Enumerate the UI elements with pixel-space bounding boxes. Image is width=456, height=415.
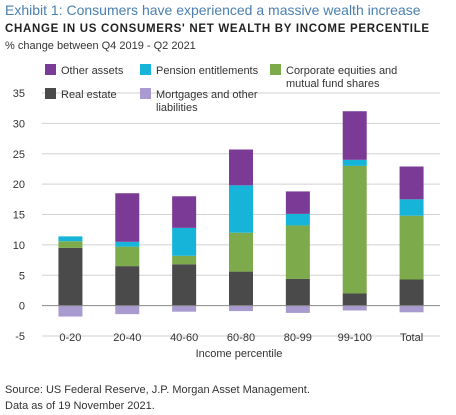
y-tick-label: 10 — [13, 240, 25, 252]
x-tick-label: 80-99 — [284, 332, 312, 344]
y-tick-label: 35 — [13, 88, 25, 100]
bar-segment — [342, 159, 367, 166]
bar-stack — [115, 193, 140, 315]
bar-stack — [342, 111, 367, 311]
bar-stack — [229, 149, 253, 312]
legend-label: Other assets — [61, 65, 124, 77]
y-tick-label: 25 — [13, 149, 25, 161]
x-tick-label: 40-60 — [170, 332, 198, 344]
bar-segment — [229, 271, 253, 306]
bar-segment — [115, 241, 140, 247]
bar-segment — [172, 227, 197, 256]
bar-segment — [229, 232, 253, 272]
bar-segment — [172, 196, 197, 228]
bar-segment — [285, 278, 310, 306]
bar-stack — [172, 196, 197, 312]
bar-segment — [115, 193, 140, 242]
legend-label: Corporate equities and — [286, 65, 397, 77]
legend-label: Pension entitlements — [156, 65, 259, 77]
legend-swatch — [45, 64, 56, 75]
bar-stacks — [58, 111, 424, 317]
bar-segment — [342, 293, 367, 306]
y-tick-label: 30 — [13, 118, 25, 130]
exhibit-title: Exhibit 1: Consumers have experienced a … — [5, 2, 421, 18]
bar-segment — [172, 305, 197, 312]
x-tick-label: 0-20 — [59, 332, 81, 344]
x-tick-label: Total — [400, 332, 423, 344]
legend-item: Other assets — [45, 64, 124, 77]
legend-swatch — [140, 88, 151, 99]
bar-segment — [285, 305, 310, 313]
bar-segment — [399, 305, 424, 313]
bar-segment — [229, 185, 253, 233]
bar-stack — [58, 236, 83, 317]
data-date-note: Data as of 19 November 2021. — [5, 400, 155, 412]
bar-segment — [172, 255, 197, 265]
bar-segment — [285, 213, 310, 226]
x-tick-label: 20-40 — [113, 332, 141, 344]
bar-segment — [229, 305, 253, 312]
legend-label: Mortgages and other — [156, 89, 258, 101]
bar-segment — [399, 215, 424, 280]
bar-segment — [342, 165, 367, 294]
bar-segment — [115, 266, 140, 306]
chart-title: CHANGE IN US CONSUMERS' NET WEALTH BY IN… — [5, 23, 430, 35]
bar-segment — [285, 225, 310, 279]
x-tick-label: 60-80 — [227, 332, 255, 344]
bar-stack — [285, 191, 310, 313]
bar-segment — [399, 199, 424, 216]
legend-swatch — [270, 64, 281, 75]
legend-label: mutual fund shares — [286, 78, 380, 90]
x-tick-label: 99-100 — [338, 332, 372, 344]
bar-segment — [58, 247, 83, 306]
y-tick-label: -5 — [15, 331, 25, 343]
legend-item: Pension entitlements — [140, 64, 259, 77]
bar-segment — [399, 166, 424, 200]
y-tick-label: 5 — [19, 270, 25, 282]
x-axis-tick-labels: 0-20 20-40 40-60 60-80 80-99 99-100 Total — [59, 332, 423, 344]
legend-label: Real estate — [61, 89, 117, 101]
legend-swatch — [140, 64, 151, 75]
bar-stack — [399, 166, 424, 313]
y-tick-label: 20 — [13, 179, 25, 191]
legend-label: liabilities — [156, 102, 198, 114]
bar-segment — [229, 149, 253, 186]
bar-segment — [342, 305, 367, 311]
legend-item: Real estate — [45, 88, 117, 101]
bar-segment — [58, 305, 83, 317]
bar-segment — [342, 111, 367, 160]
bar-segment — [115, 246, 140, 267]
legend: Other assets Pension entitlements Corporat… — [45, 64, 397, 114]
bar-segment — [58, 241, 83, 248]
bar-segment — [172, 264, 197, 306]
bar-segment — [399, 279, 424, 306]
source-note: Source: US Federal Reserve, J.P. Morgan … — [5, 384, 310, 396]
y-tick-label: 15 — [13, 210, 25, 222]
bar-segment — [285, 191, 310, 214]
y-tick-label: 0 — [19, 301, 25, 313]
legend-swatch — [45, 88, 56, 99]
x-axis-label: Income percentile — [196, 348, 283, 360]
bar-segment — [115, 305, 140, 315]
y-axis-tick-labels: -5 0 5 10 15 20 25 30 35 — [13, 88, 25, 343]
chart-subtitle: % change between Q4 2019 - Q2 2021 — [5, 40, 196, 52]
bar-segment — [58, 236, 83, 242]
